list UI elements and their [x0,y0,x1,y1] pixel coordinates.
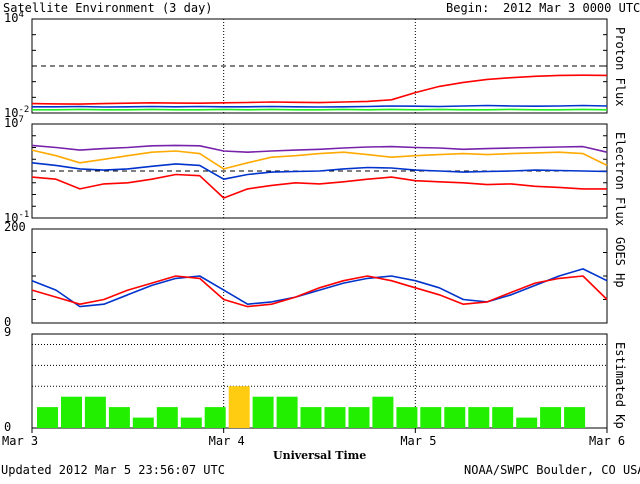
kp-bar [133,418,154,428]
kp-bar [540,407,561,428]
kp-bar [301,407,322,428]
proton-y-tick-label: 104 [4,10,24,25]
x-tick-label: Mar 6 [589,434,625,448]
kp-bar [492,407,513,428]
x-tick-label: Mar 3 [2,434,38,448]
electron-y-axis-label: Electron Flux [613,132,627,226]
proton-series-blue [32,106,607,108]
updated-timestamp: Updated 2012 Mar 5 23:56:07 UTC [1,463,225,477]
kp-bar [468,407,489,428]
goes_hp-y-axis-label: GOES Hp [613,237,627,288]
kp-bar [205,407,226,428]
credit-text: NOAA/SWPC Boulder, CO USA [464,463,640,477]
x-tick-label: Mar 4 [209,434,245,448]
kp-bar [229,386,250,428]
x-axis-label: Universal Time [273,449,366,462]
kp-bar [396,407,417,428]
kp-bar [61,397,82,428]
kp-y-tick-label: 9 [4,325,11,339]
begin-value: 2012 Mar 3 0000 UTC [503,1,640,15]
kp-bar [277,397,298,428]
kp-y-axis-label: Estimated Kp [613,342,627,429]
electron-series-red [32,175,607,199]
electron-series-blue [32,163,607,179]
x-tick-label: Mar 5 [400,434,436,448]
electron-series-purple [32,145,607,152]
electron-y-tick-label: 107 [4,115,24,130]
kp-bar [181,418,202,428]
kp-bar [85,397,106,428]
goes_hp-y-tick-label: 200 [4,220,26,234]
proton-y-axis-label: Proton Flux [613,27,627,106]
goes_hp-panel-frame [32,229,607,323]
electron-series-orange [32,150,607,169]
kp-bar [109,407,130,428]
kp-bar [37,407,58,428]
chart-title: Satellite Environment (3 day) [3,1,213,15]
kp-bar [420,407,441,428]
kp-bar [444,407,465,428]
kp-y-tick-label: 0 [4,420,11,434]
kp-bar [157,407,178,428]
kp-bar [253,397,274,428]
kp-bar [325,407,346,428]
kp-bar [516,418,537,428]
kp-bar [349,407,370,428]
begin-label: Begin: [446,1,489,15]
kp-bar [564,407,585,428]
proton-series-red [32,75,607,104]
kp-bar [372,397,393,428]
